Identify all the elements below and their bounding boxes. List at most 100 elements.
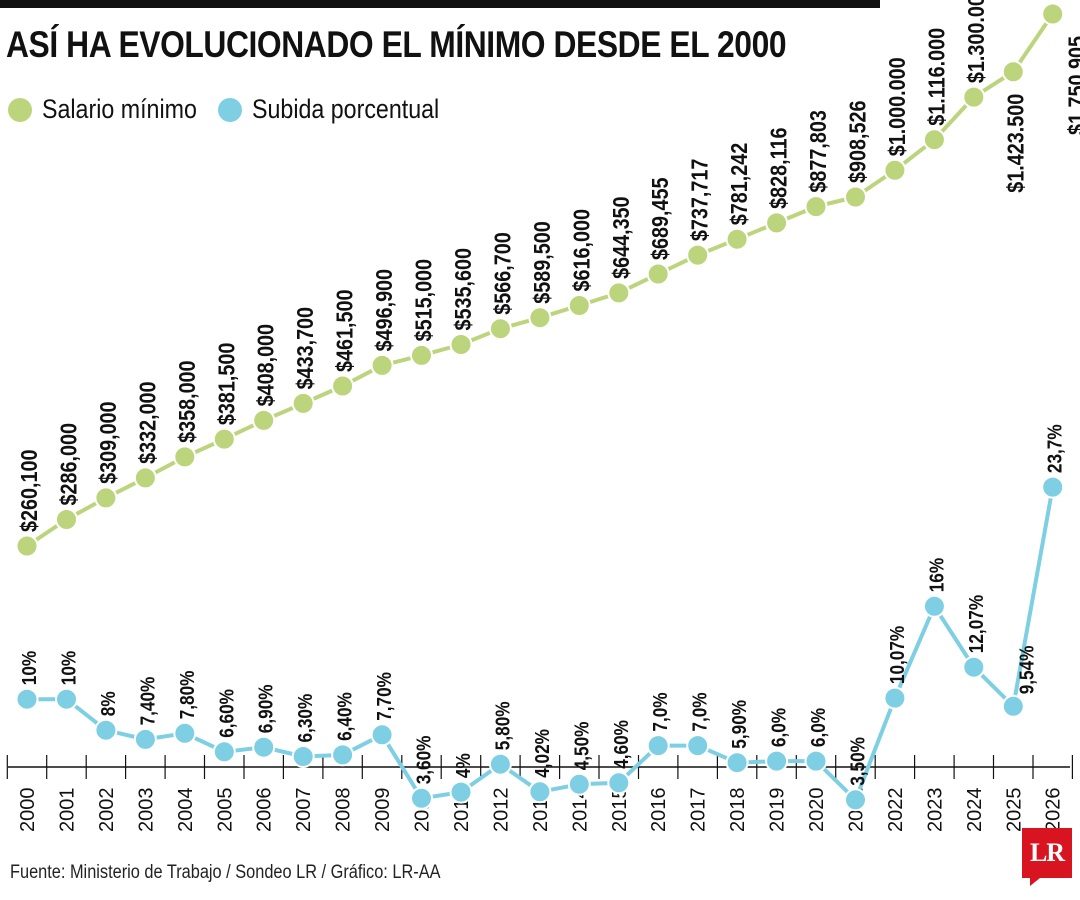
subida-point: [133, 727, 157, 751]
salario-data-label: $535,600: [451, 248, 477, 331]
subida-point: [804, 749, 828, 773]
x-tick-label: 2009: [372, 788, 394, 833]
salario-point: [252, 408, 276, 432]
subida-point: [331, 743, 355, 767]
salario-data-label: $1.423.500: [1003, 94, 1029, 193]
subida-point: [55, 687, 78, 711]
salario-data-label: $433,700: [293, 307, 319, 390]
subida-data-label: 10,07%: [886, 625, 909, 684]
subida-data-label: 7,0%: [649, 692, 672, 732]
salario-data-label: $1.300.000: [963, 0, 989, 83]
subida-point: [370, 723, 394, 747]
salario-point: [291, 391, 315, 415]
subida-point: [844, 788, 867, 812]
x-tick-label: 2026: [1043, 788, 1065, 833]
salario-data-label: $1.000.000: [885, 57, 911, 156]
salario-data-label: $644,350: [608, 196, 634, 279]
subida-data-label: 7,0%: [688, 692, 711, 732]
legend-item-subida: Subida porcentual: [218, 94, 454, 125]
subida-point: [291, 745, 315, 768]
x-tick-label: 2014: [569, 788, 591, 833]
salario-point: [488, 317, 512, 341]
x-tick-label: 2002: [96, 788, 118, 833]
salario-point: [212, 427, 236, 451]
source-note: Fuente: Ministerio de Trabajo / Sondeo L…: [10, 862, 441, 883]
salario-point: [449, 333, 473, 356]
salario-point: [133, 466, 157, 490]
salario-point: [1001, 60, 1025, 84]
x-tick-label: 2022: [885, 788, 907, 833]
x-tick-label: 2019: [767, 788, 789, 833]
subida-point: [646, 734, 670, 758]
subida-point: [410, 786, 433, 810]
subida-point: [449, 780, 473, 804]
subida-data-label: 4,60%: [610, 720, 633, 769]
subida-data-label: 5,90%: [728, 700, 751, 749]
salario-point: [607, 281, 631, 305]
subida-point: [567, 772, 591, 796]
salario-data-label: $908,526: [845, 100, 871, 183]
subida-data-label: 6,90%: [254, 684, 277, 733]
salario-point: [15, 534, 39, 558]
salario-point: [922, 128, 946, 152]
subida-point: [488, 752, 512, 776]
subida-data-label: 4,02%: [531, 729, 554, 778]
subida-data-label: 6,40%: [333, 692, 356, 741]
subida-point: [1001, 694, 1025, 718]
subida-point: [15, 687, 39, 711]
subida-point: [962, 655, 986, 679]
subida-point: [922, 594, 946, 618]
subida-point: [212, 740, 236, 764]
subida-data-label: 7,80%: [176, 670, 199, 719]
salario-point: [173, 445, 197, 469]
salario-data-label: $781,242: [727, 143, 753, 226]
salario-point: [1041, 2, 1065, 26]
x-tick-label: 2001: [57, 788, 79, 833]
x-tick-label: 2003: [135, 788, 157, 833]
x-tick-label: 2024: [964, 788, 986, 833]
salario-data-label: $381,500: [214, 343, 240, 426]
subida-data-label: 6,0%: [767, 708, 790, 748]
legend-swatch-subida: [218, 97, 243, 122]
x-tick-label: 2020: [806, 788, 828, 833]
subida-data-label: 3,60%: [412, 735, 435, 784]
salario-point: [55, 508, 78, 531]
legend-item-salario: Salario mínimo: [8, 94, 206, 125]
x-tick-label: 2016: [648, 788, 670, 833]
subida-point: [883, 686, 907, 710]
subida-data-label: 6,60%: [215, 689, 238, 738]
subida-data-label: 10%: [57, 650, 80, 685]
salario-data-label: $877,803: [806, 110, 832, 193]
lr-logo: LR: [1022, 828, 1072, 886]
subida-data-label: 5,80%: [491, 701, 514, 750]
salario-point: [844, 185, 867, 209]
salario-point: [804, 195, 828, 219]
subida-data-label: 4%: [452, 753, 475, 778]
subida-point: [725, 751, 749, 775]
legend-label-salario: Salario mínimo: [42, 94, 197, 124]
salario-data-label: $358,000: [174, 360, 200, 443]
salario-data-label: $461,500: [332, 289, 358, 372]
salario-data-label: $689,455: [648, 177, 674, 260]
subida-data-label: 6,0%: [807, 708, 830, 748]
x-tick-label: 2008: [333, 788, 355, 833]
legend-swatch-salario: [8, 97, 32, 122]
salario-data-label: $515,000: [411, 259, 437, 342]
salario-point: [962, 85, 986, 109]
salario-point: [331, 374, 355, 398]
x-tick-label: 2018: [727, 788, 749, 833]
subida-data-label: 7,40%: [136, 676, 159, 725]
salario-point: [410, 343, 433, 367]
top-rule: [0, 0, 880, 8]
salario-data-label: $566,700: [490, 232, 516, 315]
subida-point: [94, 718, 118, 742]
subida-data-label: 9,54%: [1015, 645, 1038, 694]
x-tick-label: 2012: [490, 788, 512, 833]
salario-point: [94, 486, 118, 510]
salario-data-label: $737,717: [687, 159, 713, 241]
x-tick-label: 2005: [214, 788, 236, 833]
x-tick-label: 2007: [293, 788, 315, 833]
salario-point: [646, 262, 670, 286]
salario-data-label: $1.116.000: [924, 28, 950, 126]
